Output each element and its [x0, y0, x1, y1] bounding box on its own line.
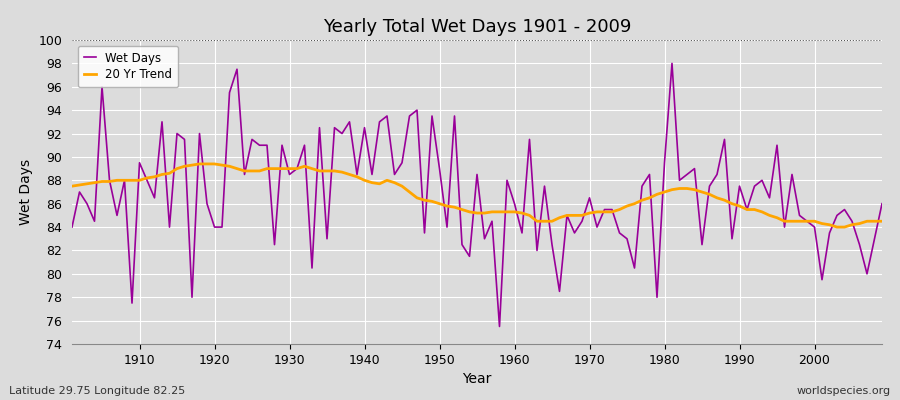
Line: 20 Yr Trend: 20 Yr Trend [72, 164, 882, 227]
Wet Days [667, 61, 678, 66]
20 Yr Trend [877, 219, 887, 224]
20 Yr Trend [509, 210, 520, 214]
Wet Days [67, 225, 77, 230]
Line: Wet Days: Wet Days [72, 63, 882, 326]
Wet Days [494, 324, 505, 329]
20 Yr Trend [832, 225, 842, 230]
20 Yr Trend [127, 178, 138, 183]
Text: worldspecies.org: worldspecies.org [796, 386, 891, 396]
Y-axis label: Wet Days: Wet Days [19, 159, 32, 225]
20 Yr Trend [194, 162, 205, 166]
Wet Days [337, 131, 347, 136]
Wet Days [607, 207, 617, 212]
20 Yr Trend [517, 211, 527, 216]
Legend: Wet Days, 20 Yr Trend: Wet Days, 20 Yr Trend [78, 46, 178, 87]
Wet Days [517, 230, 527, 235]
20 Yr Trend [299, 164, 310, 169]
20 Yr Trend [67, 184, 77, 188]
Wet Days [292, 166, 302, 171]
Wet Days [127, 301, 138, 306]
Wet Days [509, 201, 520, 206]
Text: Latitude 29.75 Longitude 82.25: Latitude 29.75 Longitude 82.25 [9, 386, 185, 396]
20 Yr Trend [607, 210, 617, 214]
X-axis label: Year: Year [463, 372, 491, 386]
20 Yr Trend [344, 172, 355, 177]
Wet Days [877, 201, 887, 206]
Title: Yearly Total Wet Days 1901 - 2009: Yearly Total Wet Days 1901 - 2009 [323, 18, 631, 36]
